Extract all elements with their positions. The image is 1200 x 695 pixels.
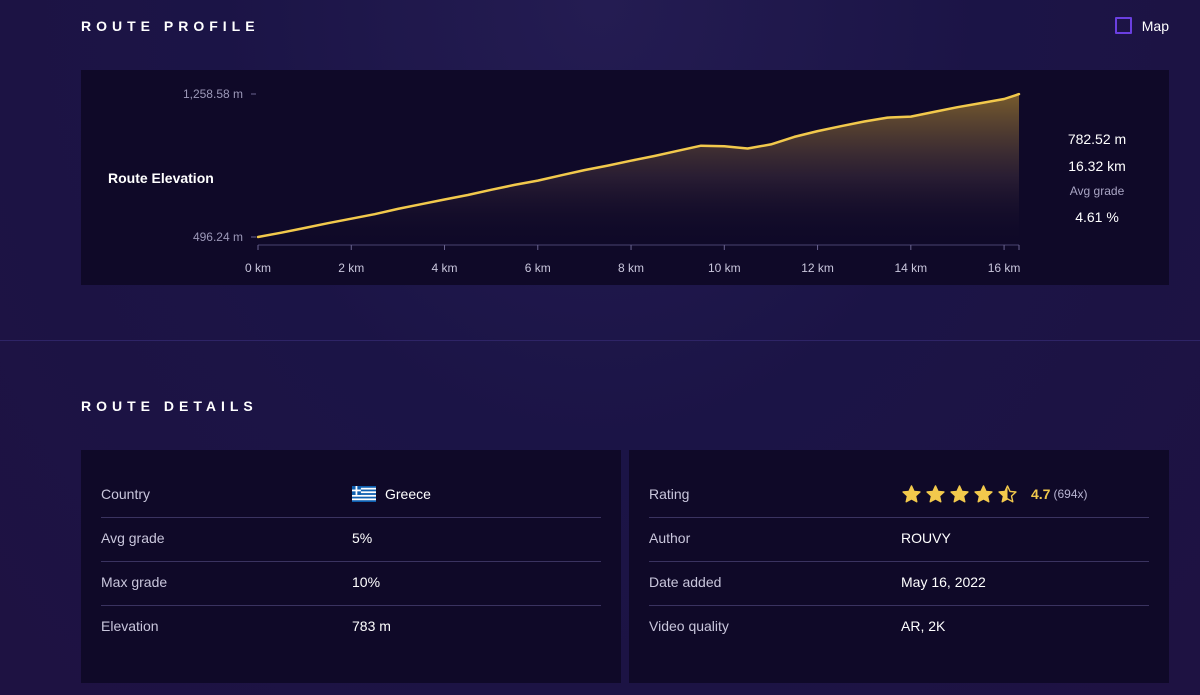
route-profile-card: 0 km 2 km 4 km 6 km 8 km 10 km 12 km 14 km 16 km…	[81, 70, 1169, 285]
detail-row-max-grade: Max grade 10%	[101, 558, 601, 606]
country-name: Greece	[385, 485, 431, 502]
elevation-area	[258, 94, 1019, 245]
total-elevation-stat: 782.52 m	[1067, 131, 1127, 147]
avg-grade-caption: Avg grade	[1069, 184, 1125, 198]
x-tick-label: 4 km	[432, 261, 458, 275]
country-value: Greece	[352, 485, 431, 502]
date-added-label: Date added	[649, 573, 722, 590]
rating-count: (694x)	[1053, 486, 1088, 501]
avg-grade-value: 5%	[352, 529, 373, 546]
y-tick-label: 496.24 m	[193, 230, 243, 244]
video-quality-label: Video quality	[649, 618, 729, 634]
x-tick-label: 2 km	[338, 261, 364, 275]
x-tick-label: 10 km	[708, 261, 741, 275]
detail-row-rating: Rating 4.7 (694x)	[649, 470, 1149, 518]
x-tick-label: 16 km	[988, 261, 1021, 275]
rating-label: Rating	[649, 485, 690, 502]
detail-row-country: Country Greece	[101, 470, 601, 518]
video-quality-value: AR, 2K	[901, 618, 946, 634]
detail-row-elevation: Elevation 783 m	[101, 602, 601, 650]
avg-grade-label: Avg grade	[101, 529, 165, 546]
detail-row-video-quality: Video quality AR, 2K	[649, 602, 1149, 650]
elevation-label: Elevation	[101, 618, 159, 634]
rating-number: 4.7	[1031, 485, 1051, 502]
greece-flag-icon	[352, 485, 376, 502]
x-tick-label: 6 km	[525, 261, 551, 275]
y-tick-label: 1,258.58 m	[183, 87, 243, 101]
elevation-chart: 0 km 2 km 4 km 6 km 8 km 10 km 12 km 14 km 16 km…	[183, 87, 1021, 275]
date-added-value: May 16, 2022	[901, 573, 986, 590]
total-distance-stat: 16.32 km	[1068, 158, 1126, 174]
detail-row-avg-grade: Avg grade 5%	[101, 514, 601, 562]
x-tick-label: 8 km	[618, 261, 644, 275]
star-full-icon	[926, 484, 945, 503]
detail-row-author: Author ROUVY	[649, 514, 1149, 562]
rating-stars	[901, 484, 1018, 504]
map-checkbox[interactable]	[1114, 17, 1132, 34]
route-details-right-card: Rating 4.7 (694x) Author ROUVY Date adde…	[629, 450, 1169, 683]
route-profile-title: ROUTE PROFILE	[81, 18, 260, 34]
author-label: Author	[649, 529, 691, 546]
country-label: Country	[101, 485, 151, 502]
x-tick-label: 12 km	[801, 261, 834, 275]
detail-row-date-added: Date added May 16, 2022	[649, 558, 1149, 606]
elevation-value: 783 m	[352, 618, 391, 634]
star-full-icon	[950, 484, 969, 503]
max-grade-value: 10%	[352, 573, 381, 590]
route-details-title: ROUTE DETAILS	[81, 398, 258, 414]
rating-value: 4.7 (694x)	[901, 484, 1087, 504]
route-elevation-label: Route Elevation	[108, 170, 214, 186]
star-full-icon	[902, 484, 921, 503]
route-details-left-card: Country Greece Avg grade 5% Max grade 10…	[81, 450, 621, 683]
star-full-icon	[974, 484, 993, 503]
x-tick-label: 0 km	[245, 261, 271, 275]
star-half-icon	[998, 484, 1017, 503]
elevation-line	[256, 92, 1021, 239]
avg-grade-stat: 4.61 %	[1075, 209, 1119, 225]
map-toggle[interactable]: Map	[1114, 17, 1169, 34]
x-tick-label: 14 km	[894, 261, 927, 275]
section-divider	[0, 340, 1200, 341]
max-grade-label: Max grade	[101, 573, 168, 590]
profile-stats: 782.52 m 16.32 km Avg grade 4.61 %	[1053, 130, 1141, 235]
author-value: ROUVY	[901, 529, 951, 546]
map-toggle-label: Map	[1141, 17, 1169, 34]
